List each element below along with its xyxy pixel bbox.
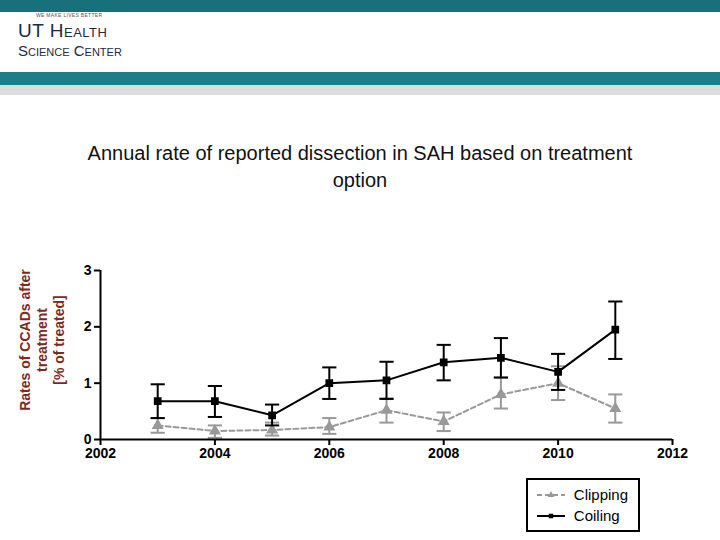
- svg-text:2008: 2008: [428, 445, 459, 461]
- html-text:Rates of CCADs after: Rates of CCADs after: [16, 269, 33, 411]
- svg-text:2012: 2012: [657, 445, 688, 461]
- svg-text:1: 1: [84, 375, 92, 391]
- svg-text:3: 3: [84, 262, 92, 278]
- html-text:treatment: treatment: [33, 308, 50, 372]
- html-text:Science Center: Science Center: [18, 42, 122, 59]
- html-text:WE MAKE LIVES BETTER: WE MAKE LIVES BETTER: [36, 12, 103, 18]
- svg-text:2002: 2002: [85, 445, 116, 461]
- svg-text:2004: 2004: [199, 445, 230, 461]
- svg-text:2006: 2006: [314, 445, 345, 461]
- html-text:Coiling: Coiling: [573, 507, 620, 524]
- html-text:Clipping: Clipping: [573, 486, 628, 503]
- svg-text:2010: 2010: [543, 445, 574, 461]
- html-text:[% of treated]: [% of treated]: [50, 295, 67, 385]
- html-text:UT Health: UT Health: [18, 20, 108, 41]
- svg-text:0: 0: [84, 431, 92, 447]
- svg-text:2: 2: [84, 318, 92, 334]
- html-text:Annual rate of reported dissec: Annual rate of reported dissection in SA…: [87, 142, 633, 191]
